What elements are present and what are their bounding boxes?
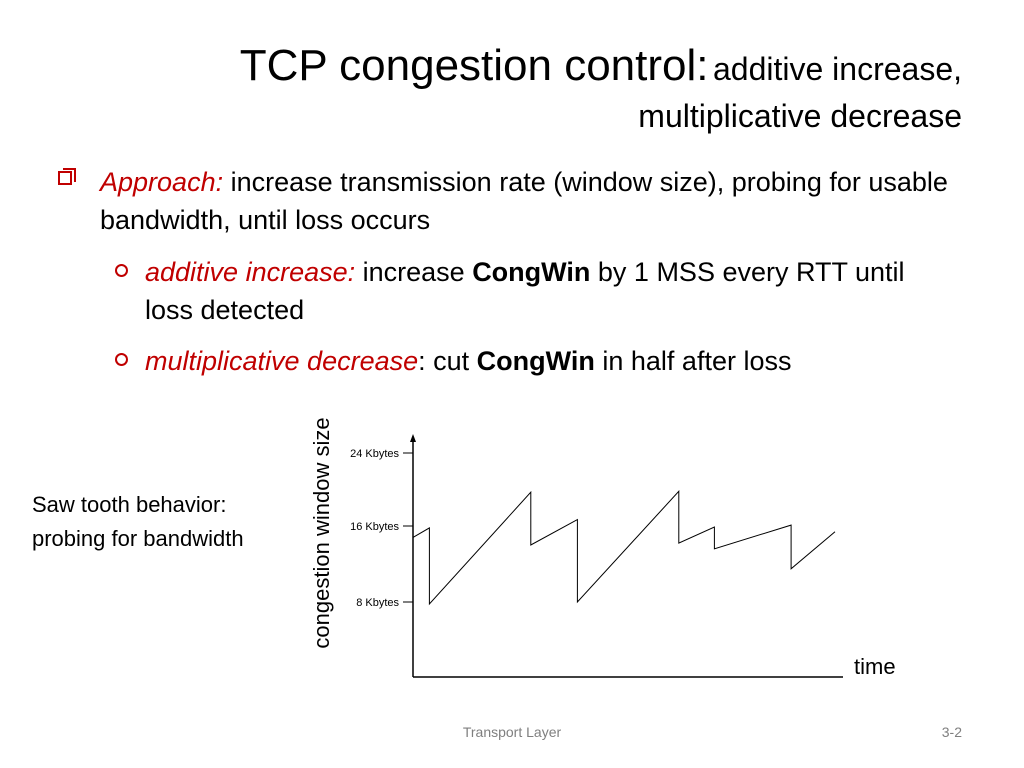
y-tick-label: 24 Kbytes [350,448,399,460]
series-line [412,490,836,606]
bullet-approach: Approach: increase transmission rate (wi… [58,163,958,239]
x-axis-label: time [854,654,896,679]
saw-tooth-note: Saw tooth behavior: probing for bandwidt… [32,492,244,551]
y-tick-label: 8 Kbytes [356,597,399,609]
y-axis-label: congestion window size [309,417,334,648]
bullet-additive-increase: additive increase: increase CongWin by 1… [115,253,945,329]
approach-label: Approach: [100,167,224,197]
additive-congwin: CongWin [472,257,591,287]
bullet-mult-text: multiplicative decrease: cut CongWin in … [145,342,945,380]
additive-text-a: increase [355,257,473,287]
bullet-multiplicative-decrease: multiplicative decrease: cut CongWin in … [115,342,945,380]
circle-bullet-icon [115,353,128,366]
bullet-additive-text: additive increase: increase CongWin by 1… [145,253,945,329]
footer-section-label: Transport Layer [462,724,562,740]
mult-congwin: CongWin [476,346,595,376]
slide-number: 3-2 [941,724,962,740]
approach-text: increase transmission rate (window size)… [100,167,948,235]
mult-label: multiplicative decrease [145,346,419,376]
y-tick-label: 16 Kbytes [350,521,399,533]
additive-text-b: by 1 MSS every RTT until loss detected [145,257,905,325]
bullet-approach-text: Approach: increase transmission rate (wi… [100,163,958,239]
title-sub-line2: multiplicative decrease [638,97,962,134]
title-sub-line1: additive increase, [712,51,962,87]
title-main: TCP congestion control: [239,41,709,90]
slide-title: TCP congestion control: additive increas… [240,40,962,135]
square-bullet-icon [58,168,76,185]
circle-bullet-icon [115,264,128,277]
y-axis-arrow-icon [410,434,416,442]
mult-text-b: in half after loss [594,346,792,376]
mult-text-a: : cut [418,346,477,376]
additive-label: additive increase: [145,257,356,287]
